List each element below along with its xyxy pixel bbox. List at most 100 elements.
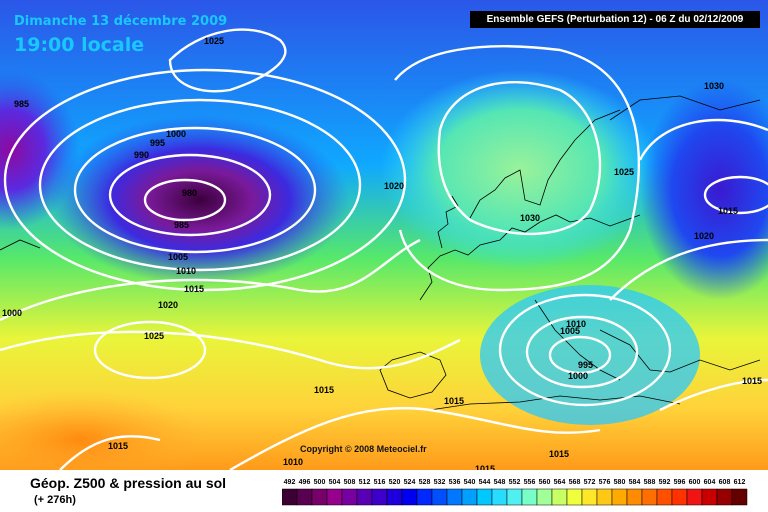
scale-swatch [326, 488, 343, 506]
scale-label: 520 [389, 479, 401, 486]
scale-label: 604 [704, 479, 716, 486]
isobar-label: 1015 [444, 396, 464, 406]
isobar-label: 995 [578, 360, 593, 370]
forecast-date: Dimanche 13 décembre 2009 [14, 14, 228, 29]
isobar-label: 980 [182, 188, 197, 198]
coastlines [0, 95, 761, 411]
isobar-label: 1020 [384, 181, 404, 191]
scale-label: 564 [554, 479, 566, 486]
isobar-label: 1015 [718, 206, 738, 216]
isobar-label: 985 [14, 99, 29, 109]
scale-label: 580 [614, 479, 626, 486]
scale-label: 524 [404, 479, 416, 486]
scale-label: 596 [674, 479, 686, 486]
isobar-label: 1030 [520, 213, 540, 223]
isobar-label: 1000 [166, 129, 186, 139]
isobar-label: 1015 [314, 385, 334, 395]
scale-swatch [371, 488, 388, 506]
scale-label: 508 [344, 479, 356, 486]
scale-label: 608 [719, 479, 731, 486]
scale-label: 512 [359, 479, 371, 486]
scale-swatch [686, 488, 703, 506]
scale-swatch [311, 488, 328, 506]
scale-swatch [401, 488, 418, 506]
scale-swatch [551, 488, 568, 506]
isobar-label: 1015 [475, 464, 495, 470]
scale-swatch [731, 488, 748, 506]
scale-label: 528 [419, 479, 431, 486]
scale-swatch [282, 488, 298, 506]
scale-label: 576 [599, 479, 611, 486]
model-run-banner: Ensemble GEFS (Perturbation 12) - 06 Z d… [470, 11, 760, 28]
scale-swatch [461, 488, 478, 506]
scale-label: 588 [644, 479, 656, 486]
isobar-label: 1005 [168, 252, 188, 262]
forecast-local-time: 19:00 locale [14, 34, 145, 56]
scale-swatch [506, 488, 523, 506]
scale-swatch [701, 488, 718, 506]
scale-swatch [296, 488, 313, 506]
scale-label: 492 [284, 479, 296, 486]
scale-label: 552 [509, 479, 521, 486]
lead-time: (+ 276h) [34, 494, 76, 506]
isobar-label: 1025 [614, 167, 634, 177]
scale-label: 584 [629, 479, 641, 486]
scale-label: 532 [434, 479, 446, 486]
isobar-label: 1030 [704, 81, 724, 91]
scale-label: 540 [464, 479, 476, 486]
scale-label: 568 [569, 479, 581, 486]
isobar-label: 995 [150, 138, 165, 148]
scale-swatch [431, 488, 448, 506]
scale-swatch [536, 488, 553, 506]
isobar-label: 1010 [176, 266, 196, 276]
scale-label: 572 [584, 479, 596, 486]
low-east [640, 80, 768, 300]
isobar-label: 1005 [560, 326, 580, 336]
scale-label: 600 [689, 479, 701, 486]
scale-label: 536 [449, 479, 461, 486]
isobar-label: 1010 [566, 319, 586, 329]
scale-label: 592 [659, 479, 671, 486]
isobar-label: 1025 [144, 331, 164, 341]
copyright-notice: Copyright © 2008 Meteociel.fr [300, 444, 427, 454]
scale-swatch [611, 488, 628, 506]
scale-swatch [416, 488, 433, 506]
isobar-labels: 1025 985 1000 995 990 980 985 1005 1010 … [2, 36, 762, 470]
isobar-label: 1000 [2, 308, 22, 318]
scale-swatch [626, 488, 643, 506]
isobar-label: 1015 [549, 449, 569, 459]
isobar-label: 1010 [283, 457, 303, 467]
isobars [0, 28, 768, 470]
low-west [0, 70, 80, 230]
isobar-label: 1020 [158, 300, 178, 310]
scale-swatch [596, 488, 613, 506]
isobar-label: 990 [134, 150, 149, 160]
scale-swatch [656, 488, 673, 506]
scale-label: 548 [494, 479, 506, 486]
scale-swatch [521, 488, 538, 506]
isobar-label: 1015 [742, 376, 762, 386]
scale-label: 544 [479, 479, 491, 486]
isobar-label: 1015 [108, 441, 128, 451]
isobar-label: 1025 [204, 36, 224, 46]
scale-swatch [641, 488, 658, 506]
scale-swatch [566, 488, 583, 506]
isobar-label: 985 [174, 220, 189, 230]
isobar-label: 1000 [568, 371, 588, 381]
scale-label: 504 [329, 479, 341, 486]
isobar-label: 1015 [184, 284, 204, 294]
weather-map: 1025 985 1000 995 990 980 985 1005 1010 … [0, 0, 768, 470]
product-title: Géop. Z500 & pression au sol [30, 475, 227, 491]
scale-swatch [671, 488, 688, 506]
scale-label: 560 [539, 479, 551, 486]
scale-label: 612 [734, 479, 746, 486]
scale-swatch [341, 488, 358, 506]
scale-swatch [446, 488, 463, 506]
scale-label: 500 [314, 479, 326, 486]
scale-swatch [386, 488, 403, 506]
scale-label: 556 [524, 479, 536, 486]
scale-label: 516 [374, 479, 386, 486]
warm-southwest [0, 390, 210, 470]
scale-swatch [476, 488, 493, 506]
